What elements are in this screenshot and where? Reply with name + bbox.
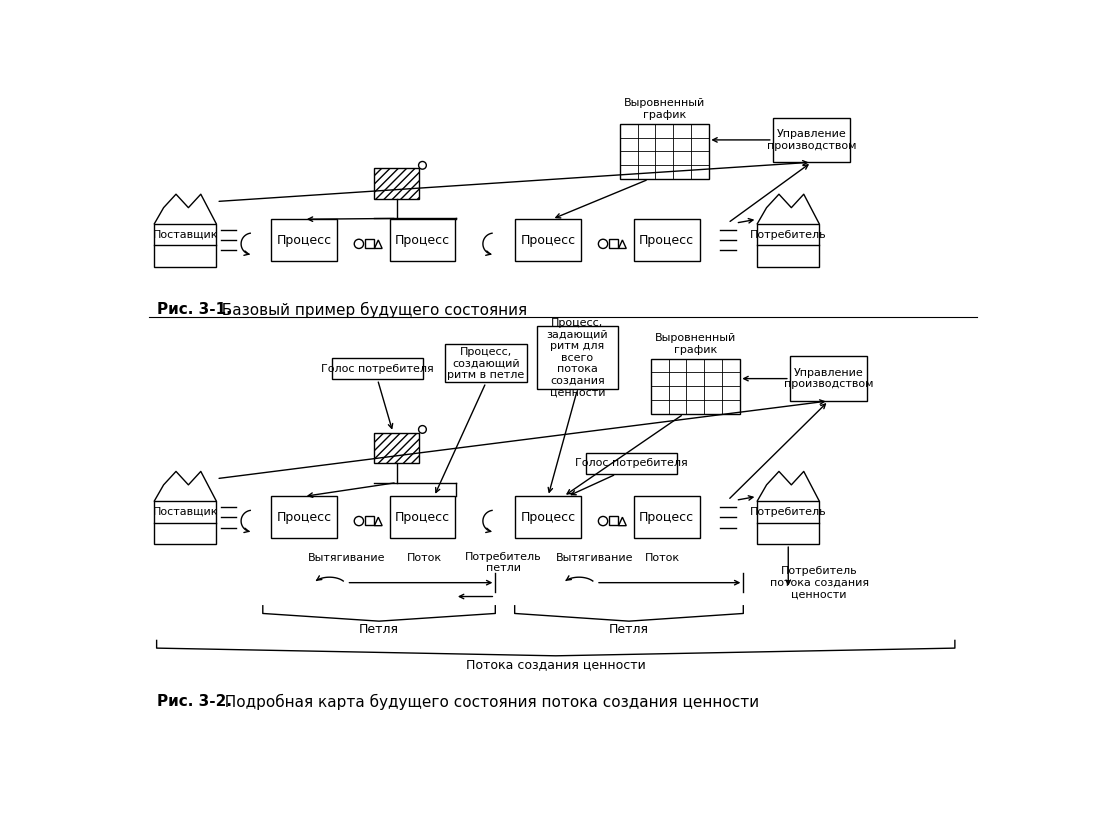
Bar — [366, 516, 373, 525]
Circle shape — [418, 162, 426, 169]
Text: Рис. 3-1.: Рис. 3-1. — [157, 302, 232, 316]
Bar — [332, 358, 423, 380]
Bar — [634, 219, 699, 261]
Text: Вытягивание: Вытягивание — [307, 554, 385, 563]
Text: Процесс: Процесс — [639, 233, 694, 246]
Text: Базовый пример будущего состояния: Базовый пример будущего состояния — [212, 302, 527, 318]
Text: Петля: Петля — [609, 624, 649, 637]
Text: Потребитель: Потребитель — [750, 506, 827, 517]
Text: Поток: Поток — [646, 554, 681, 563]
Bar — [651, 359, 740, 414]
Bar — [619, 124, 709, 179]
Text: Процесс: Процесс — [520, 511, 575, 524]
Bar — [537, 326, 618, 389]
Text: Управление
производством: Управление производством — [784, 367, 873, 389]
Bar — [773, 118, 850, 163]
Text: Поставщик: Поставщик — [153, 229, 219, 240]
Text: Потребитель
потока создания
ценности: Потребитель потока создания ценности — [770, 566, 869, 599]
Text: Поток: Поток — [406, 554, 441, 563]
Bar — [390, 219, 456, 261]
Text: Вытягивание: Вытягивание — [556, 554, 634, 563]
Bar — [609, 516, 618, 525]
Text: Процесс: Процесс — [277, 233, 332, 246]
Text: Потребитель: Потребитель — [750, 229, 827, 240]
Bar — [366, 239, 373, 248]
Text: Процесс,
задающий
ритм для
всего
потока
создания
ценности: Процесс, задающий ритм для всего потока … — [547, 318, 608, 398]
Text: Голос потребителя: Голос потребителя — [575, 459, 688, 468]
Bar — [609, 239, 618, 248]
Bar — [758, 501, 819, 544]
Text: Процесс,
создающий
ритм в петле: Процесс, создающий ритм в петле — [447, 346, 525, 380]
Text: Выровненный
график: Выровненный график — [654, 333, 736, 354]
Text: Подробная карта будущего состояния потока создания ценности: Подробная карта будущего состояния поток… — [215, 694, 759, 711]
Bar — [271, 496, 337, 538]
Circle shape — [418, 425, 426, 433]
Text: Голос потребителя: Голос потребителя — [321, 363, 434, 374]
Text: Процесс: Процесс — [520, 233, 575, 246]
Text: Поставщик: Поставщик — [153, 506, 219, 517]
Bar — [758, 224, 819, 267]
Bar — [789, 356, 867, 401]
Text: Процесс: Процесс — [395, 511, 450, 524]
Bar — [515, 219, 581, 261]
Text: Выровненный
график: Выровненный график — [624, 98, 705, 120]
Text: Процесс: Процесс — [639, 511, 694, 524]
Text: Петля: Петля — [359, 624, 399, 637]
Bar — [586, 453, 677, 474]
Bar — [155, 501, 216, 544]
Bar — [634, 496, 699, 538]
Bar — [374, 168, 419, 199]
Bar — [374, 433, 419, 463]
Text: Рис. 3-2.: Рис. 3-2. — [157, 694, 232, 709]
Text: Потока создания ценности: Потока создания ценности — [466, 658, 646, 671]
Bar — [390, 496, 456, 538]
Text: Процесс: Процесс — [395, 233, 450, 246]
Text: Потребитель
петли: Потребитель петли — [464, 552, 541, 573]
Text: Управление
производством: Управление производством — [766, 129, 856, 150]
Bar — [271, 219, 337, 261]
Text: Процесс: Процесс — [277, 511, 332, 524]
Bar — [515, 496, 581, 538]
Bar — [446, 344, 527, 382]
Bar — [155, 224, 216, 267]
